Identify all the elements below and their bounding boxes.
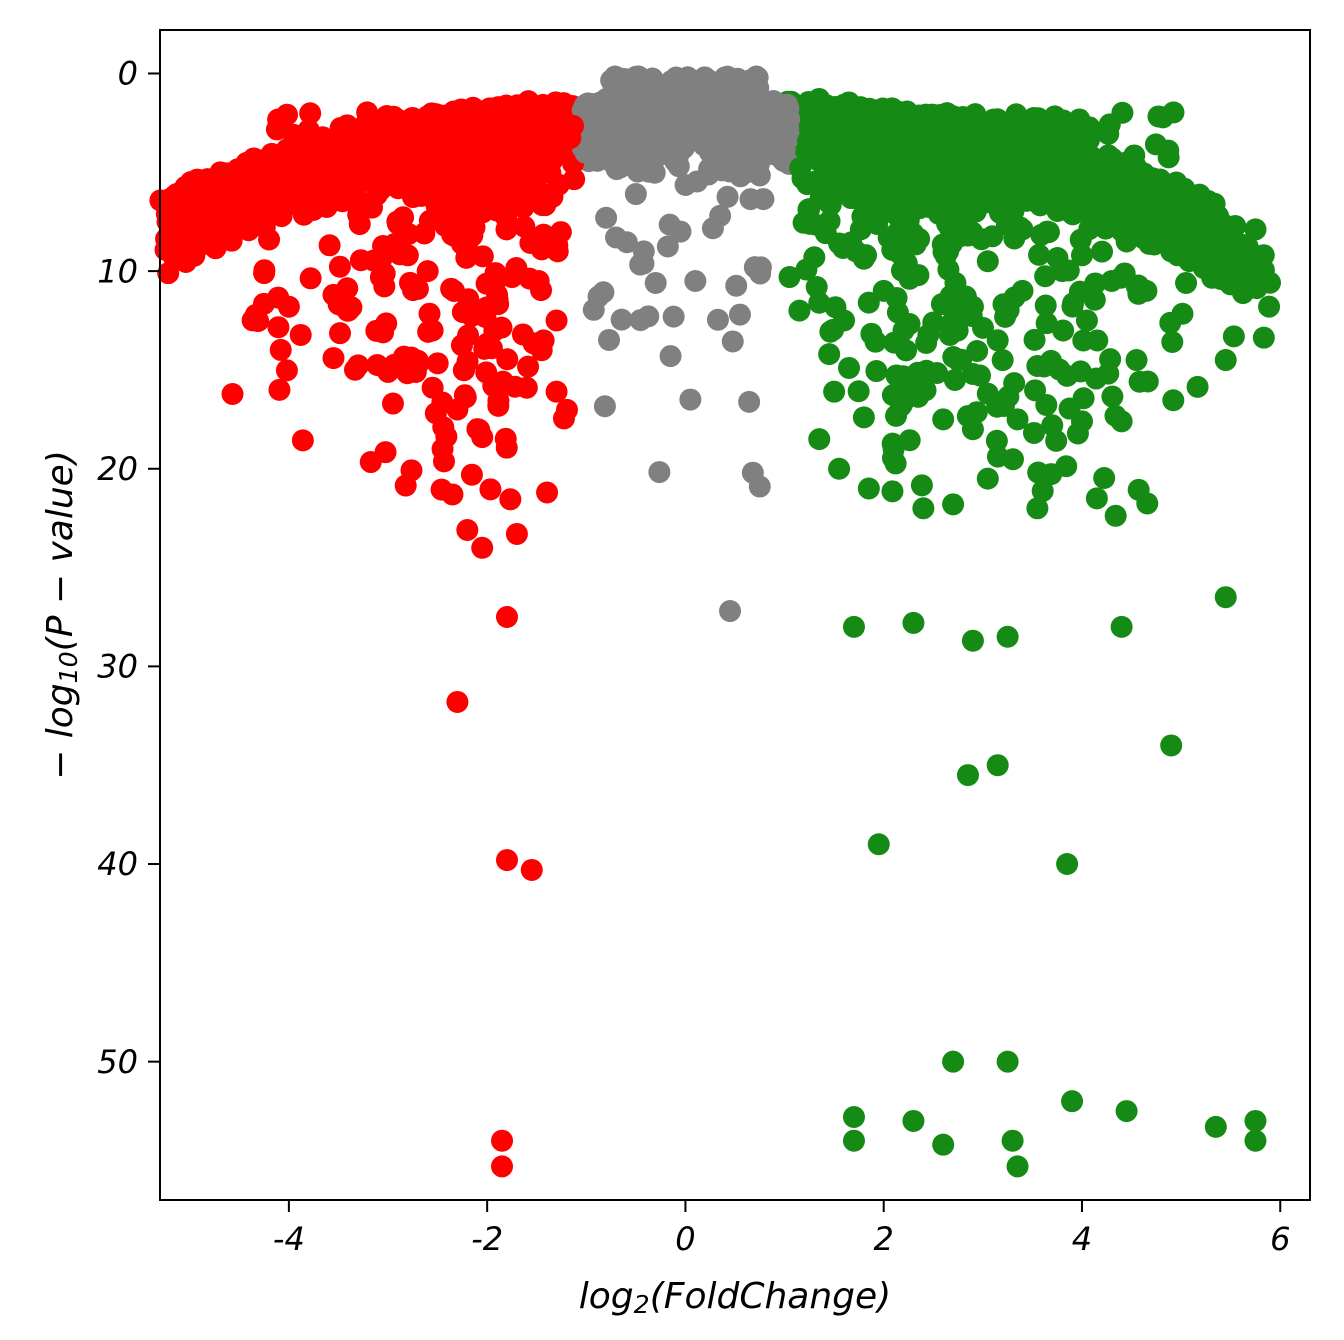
- y-tick-label: 10: [97, 252, 138, 290]
- x-tick-label: 2: [874, 1220, 894, 1258]
- y-tick-label: 30: [97, 648, 138, 686]
- y-tick-label: 20: [97, 450, 138, 488]
- x-tick-label: 4: [1072, 1220, 1092, 1258]
- y-tick-label: 50: [97, 1043, 138, 1081]
- y-tick-label: 40: [97, 845, 138, 883]
- y-tick-label: 0: [118, 55, 138, 93]
- volcano-plot-svg: -4 -2 0 2 4 6 0 10 20 30 40 50 log2(FoldChange) − log…: [0, 0, 1344, 1340]
- x-tick-label: 0: [675, 1220, 695, 1258]
- x-axis-label: log2(FoldChange): [579, 1276, 891, 1319]
- x-tick-label: -4: [273, 1220, 305, 1258]
- points-layer: [149, 66, 1281, 1178]
- x-tick-label: -2: [471, 1220, 503, 1258]
- x-tick-label: 6: [1270, 1220, 1290, 1258]
- y-axis-label: − log10(P − value): [40, 450, 83, 780]
- volcano-plot: -4 -2 0 2 4 6 0 10 20 30 40 50 log2(FoldChange) − log…: [0, 0, 1344, 1340]
